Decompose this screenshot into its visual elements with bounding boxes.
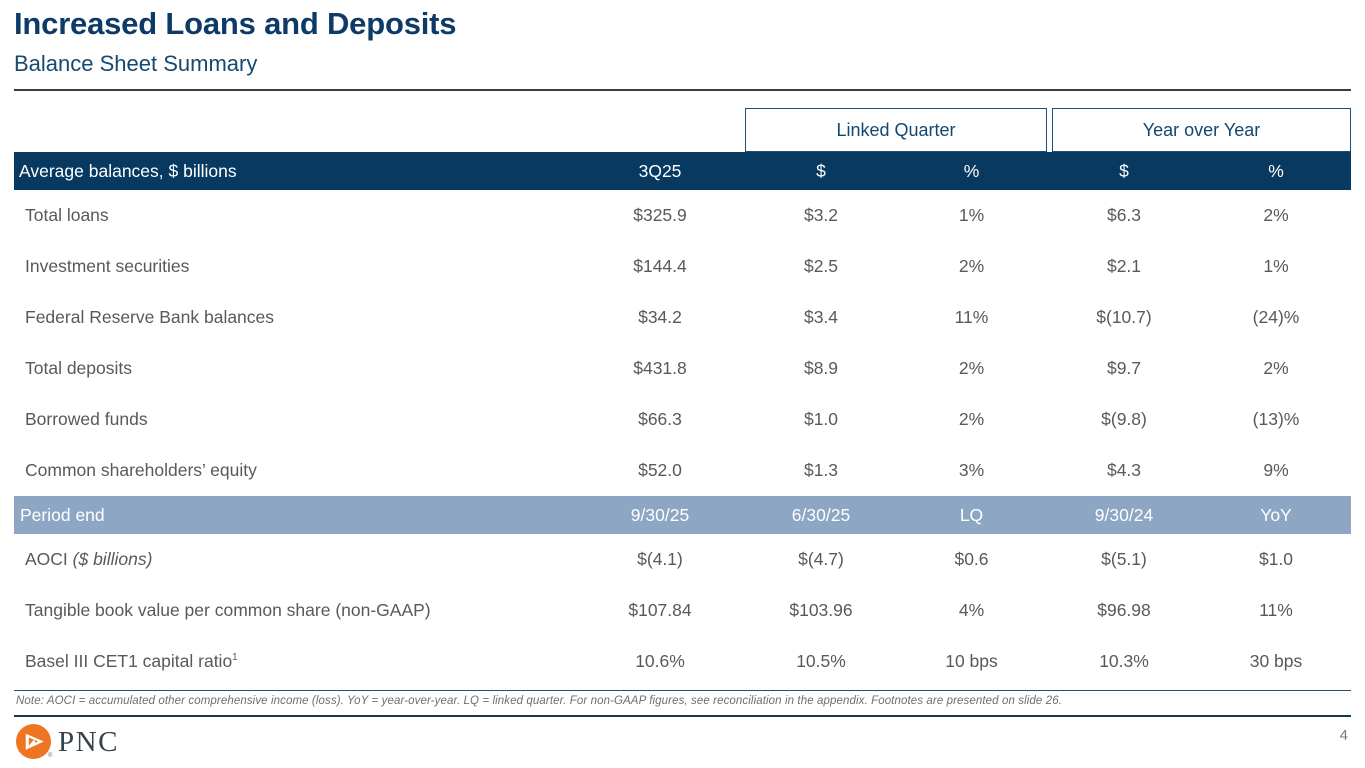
table-row: Common shareholders’ equity $52.0 $1.3 3…: [14, 445, 1351, 496]
cell-value: $1.3: [803, 460, 839, 480]
footnote-text: Note: AOCI = accumulated other comprehen…: [16, 695, 1062, 707]
cell-value: $325.9: [633, 205, 687, 225]
slide-title: Increased Loans and Deposits: [14, 6, 457, 41]
cell-value: 10.6%: [635, 651, 685, 671]
cell-value: 1%: [1263, 256, 1289, 276]
cell-value: (13)%: [1252, 409, 1300, 429]
cell-value: $34.2: [638, 307, 682, 327]
cell-value: 11%: [954, 307, 989, 327]
cell-value: $9.7: [1106, 358, 1142, 378]
cell-value: 3%: [958, 460, 985, 480]
row-label: Total deposits: [25, 358, 133, 378]
period-end-band-row: Period end 9/30/25 6/30/25 LQ 9/30/24 Yo…: [14, 496, 1351, 534]
column-header-3q25: 3Q25: [638, 160, 682, 181]
cell-value: $4.3: [1106, 460, 1142, 480]
cell-value: 11%: [1259, 600, 1293, 620]
page-number: 4: [1339, 727, 1348, 744]
footnote-reference: 1: [232, 652, 238, 664]
cell-value: $431.8: [633, 358, 687, 378]
group-header-linked-quarter: Linked Quarter: [745, 108, 1047, 152]
pnc-logo-icon: [16, 724, 51, 759]
cell-value: $(4.7): [798, 549, 844, 569]
column-header-lq-dollar: $: [816, 160, 826, 181]
cell-value: 2%: [958, 409, 985, 429]
cell-value: 1%: [958, 205, 985, 225]
cell-value: 2%: [1263, 205, 1289, 225]
cell-value: 6/30/25: [791, 504, 851, 525]
pnc-logo: PNC: [16, 724, 119, 759]
table-header-row: Average balances, $ billions 3Q25 $ % $ …: [14, 152, 1351, 190]
cell-value: $8.9: [803, 358, 839, 378]
balance-sheet-table: Average balances, $ billions 3Q25 $ % $ …: [14, 152, 1351, 687]
cell-value: $(10.7): [1096, 307, 1152, 327]
group-header-label: Linked Quarter: [836, 119, 956, 140]
cell-value: (24)%: [1252, 307, 1300, 327]
row-label: Tangible book value per common share (no…: [25, 600, 431, 620]
cell-value: 30 bps: [1249, 651, 1303, 671]
table-row: Tangible book value per common share (no…: [14, 585, 1351, 636]
cell-value: 9/30/24: [1094, 504, 1154, 525]
group-header-year-over-year: Year over Year: [1052, 108, 1351, 152]
cell-value: 10.5%: [796, 651, 846, 671]
table-row: Total deposits $431.8 $8.9 2% $9.7 2%: [14, 343, 1351, 394]
cell-value: $107.84: [628, 600, 692, 620]
row-label: Federal Reserve Bank balances: [25, 307, 275, 327]
cell-value: $66.3: [638, 409, 682, 429]
column-header-label: Average balances, $ billions: [19, 160, 237, 181]
cell-value: $1.0: [1258, 549, 1294, 569]
cell-value: 9/30/25: [630, 504, 690, 525]
cell-value: 10.3%: [1099, 651, 1149, 671]
column-header-yoy-pct: %: [1268, 160, 1284, 181]
column-header-lq-pct: %: [963, 160, 980, 181]
cell-value: 2%: [958, 358, 985, 378]
cell-value: 9%: [1263, 460, 1289, 480]
cell-value: $6.3: [1106, 205, 1142, 225]
registered-trademark-icon: ®: [48, 753, 53, 759]
table-row: Investment securities $144.4 $2.5 2% $2.…: [14, 241, 1351, 292]
header-divider: [14, 89, 1351, 91]
cell-value: 4%: [958, 600, 985, 620]
row-label-note: ($ billions): [72, 549, 153, 569]
cell-value: $1.0: [803, 409, 839, 429]
footnote-divider-top: [14, 690, 1351, 691]
cell-value: $144.4: [633, 256, 687, 276]
cell-value: $3.2: [803, 205, 839, 225]
column-header-yoy-dollar: $: [1119, 160, 1129, 181]
cell-value: LQ: [959, 504, 984, 525]
row-label: Total loans: [25, 205, 109, 225]
row-label-text: Basel III CET1 capital ratio: [25, 651, 233, 671]
cell-value: $96.98: [1097, 600, 1151, 620]
group-header-label: Year over Year: [1142, 119, 1261, 140]
cell-value: 10 bps: [945, 651, 998, 671]
cell-value: $52.0: [638, 460, 682, 480]
footnote-divider-bottom: [14, 715, 1351, 717]
table-row: Borrowed funds $66.3 $1.0 2% $(9.8) (13)…: [14, 394, 1351, 445]
row-label: Borrowed funds: [25, 409, 148, 429]
cell-value: $(9.8): [1101, 409, 1147, 429]
slide-subtitle: Balance Sheet Summary: [14, 51, 258, 76]
cell-value: $(4.1): [637, 549, 683, 569]
pnc-logo-wordmark: PNC: [58, 725, 119, 758]
table-row: Federal Reserve Bank balances $34.2 $3.4…: [14, 292, 1351, 343]
row-label: AOCI ($ billions): [14, 534, 574, 585]
cell-value: YoY: [1260, 504, 1292, 525]
row-label: Period end: [20, 504, 105, 525]
table-row: Total loans $325.9 $3.2 1% $6.3 2%: [14, 190, 1351, 241]
row-label-text: AOCI: [25, 549, 73, 569]
cell-value: 2%: [1263, 358, 1289, 378]
cell-value: $103.96: [789, 600, 853, 620]
row-label: Basel III CET1 capital ratio1: [14, 636, 574, 687]
table-row: Basel III CET1 capital ratio1 10.6% 10.5…: [14, 636, 1351, 687]
table-row: AOCI ($ billions) $(4.1) $(4.7) $0.6 $(5…: [14, 534, 1351, 585]
cell-value: $(5.1): [1101, 549, 1147, 569]
cell-value: $2.5: [803, 256, 839, 276]
cell-value: 2%: [958, 256, 985, 276]
row-label: Common shareholders’ equity: [25, 460, 257, 480]
row-label: Investment securities: [25, 256, 190, 276]
cell-value: $2.1: [1106, 256, 1142, 276]
cell-value: $0.6: [954, 549, 989, 569]
cell-value: $3.4: [803, 307, 839, 327]
